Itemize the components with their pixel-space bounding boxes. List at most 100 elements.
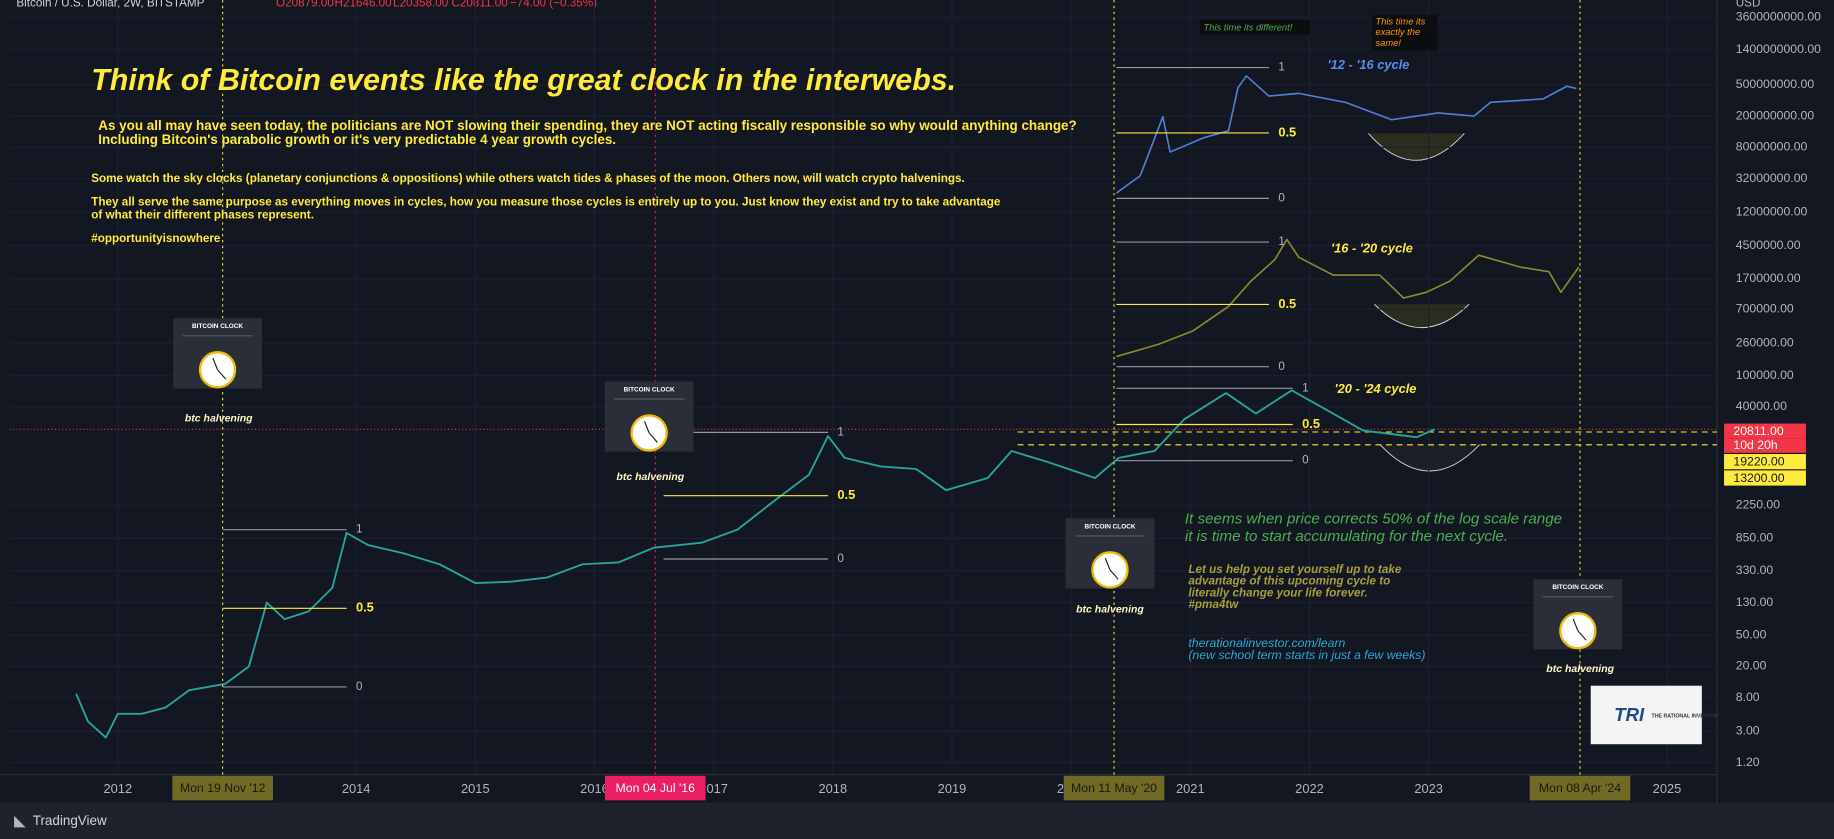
y-tick-label: 700000.00 xyxy=(1736,301,1794,315)
x-tick-label: 2018 xyxy=(819,781,848,796)
halving-date-box xyxy=(1063,775,1165,801)
note-same: same! xyxy=(1375,38,1401,48)
clock-hand xyxy=(1572,618,1579,631)
hashtag: #opportunityisnowhere xyxy=(91,232,221,245)
x-tick-label: 2014 xyxy=(342,781,371,796)
price-label: 20811.00 xyxy=(1733,424,1783,438)
clock-caption: btc halvening xyxy=(1546,663,1614,675)
y-tick-label: 850.00 xyxy=(1736,531,1774,545)
footer-bar xyxy=(0,802,1834,839)
smile xyxy=(1379,444,1480,472)
clock-hand xyxy=(1104,557,1111,571)
y-tick-label: 50.00 xyxy=(1736,627,1767,641)
offer: advantage of this upcoming cycle to xyxy=(1188,575,1390,588)
link: therationalinvestor.com/learn xyxy=(1188,636,1345,650)
fib-label: 1 xyxy=(1278,235,1285,248)
y-tick-label: 2250.00 xyxy=(1736,497,1781,511)
offer: literally change your life forever. xyxy=(1188,586,1367,599)
ohlc-value: H21646.00 xyxy=(335,0,393,10)
y-tick-label: 100000.00 xyxy=(1736,368,1794,382)
note-box xyxy=(1200,19,1310,36)
para1: As you all may have seen today, the poli… xyxy=(98,118,1076,133)
bitcoin-clock: BITCOIN CLOCK xyxy=(1533,579,1623,650)
y-tick-label: 330.00 xyxy=(1736,563,1774,577)
para3: They all serve the same purpose as every… xyxy=(91,196,1001,209)
fib-label: 0.5 xyxy=(837,487,855,502)
brand[interactable]: TradingView xyxy=(33,813,107,828)
offer: Let us help you set yourself up to take xyxy=(1188,563,1401,576)
title: Think of Bitcoin events like the great c… xyxy=(91,63,956,97)
clock-hand xyxy=(648,432,658,443)
fib-label: 0.5 xyxy=(1302,416,1320,431)
note-different: This time its different! xyxy=(1204,23,1293,33)
x-tick-label: 2012 xyxy=(103,781,132,796)
clock-caption: btc halvening xyxy=(616,471,684,483)
price-label: 13200.00 xyxy=(1733,471,1784,485)
ohlc-value: C20811.00 xyxy=(451,0,508,10)
clock-title: BITCOIN CLOCK xyxy=(1084,523,1135,530)
cycle-label: '16 - '20 cycle xyxy=(1331,241,1413,256)
clock-hand xyxy=(1577,630,1587,641)
logo-box xyxy=(1590,685,1702,745)
y-tick-label: 20.00 xyxy=(1736,659,1767,673)
clock-caption: btc halvening xyxy=(185,413,253,425)
fib-label: 0 xyxy=(1302,454,1309,467)
note-box xyxy=(1371,15,1438,51)
logo-mark: TRI xyxy=(1614,704,1645,725)
smile xyxy=(1373,303,1470,328)
bitcoin-clock: BITCOIN CLOCK xyxy=(1065,518,1155,589)
link: (new school term starts in just a few we… xyxy=(1188,648,1425,662)
fib-label: 0.5 xyxy=(356,600,374,615)
clock-title: BITCOIN CLOCK xyxy=(192,323,243,330)
x-tick-label: 2017 xyxy=(699,781,728,796)
y-tick-label: 4500000.00 xyxy=(1736,238,1801,252)
fib-label: 1 xyxy=(1278,61,1285,74)
accumulate: It seems when price corrects 50% of the … xyxy=(1185,511,1562,528)
overlay-cycle xyxy=(1116,238,1580,358)
y-tick-label: 1.20 xyxy=(1736,755,1760,769)
fib-label: 0 xyxy=(837,552,844,565)
x-tick-label: 2022 xyxy=(1295,781,1324,796)
countdown: 10d 20h xyxy=(1733,438,1778,452)
y-tick-label: 32000000.00 xyxy=(1736,171,1808,185)
fib-label: 1 xyxy=(356,523,363,536)
bitcoin-clock: BITCOIN CLOCK xyxy=(604,381,694,452)
ohlc-value: L20358.00 xyxy=(393,0,449,10)
accumulate: it is time to start accumulating for the… xyxy=(1185,528,1508,545)
cycle-label: '12 - '16 cycle xyxy=(1328,57,1410,72)
clock-hand xyxy=(1109,569,1119,580)
x-tick-label: 2025 xyxy=(1653,781,1682,796)
brand-icon: ◣ xyxy=(14,812,26,829)
currency: USD xyxy=(1736,0,1761,10)
clock-hand xyxy=(643,421,650,434)
para1: Including Bitcoin's parabolic growth or … xyxy=(98,132,616,147)
halving-date: Mon 08 Apr '24 xyxy=(1539,781,1621,795)
clock-title: BITCOIN CLOCK xyxy=(624,386,675,393)
ohlc-value: O20879.00 xyxy=(276,0,334,10)
ohlc-value: −74.00 (−0.35%) xyxy=(510,0,597,10)
price-line-series xyxy=(75,389,1435,739)
x-tick-label: 2021 xyxy=(1176,781,1205,796)
note-same: exactly the xyxy=(1375,27,1420,37)
halving-date: Mon 11 May '20 xyxy=(1071,781,1157,795)
price-label-box xyxy=(1724,470,1806,486)
x-tick-label: 2023 xyxy=(1414,781,1443,796)
logo-text: THE RATIONAL INVESTOR xyxy=(1652,714,1719,720)
price-label-box xyxy=(1724,454,1806,470)
y-tick-label: 8.00 xyxy=(1736,690,1760,704)
halving-date-box xyxy=(1529,775,1631,801)
halving-date: Mon 04 Jul '16 xyxy=(616,781,696,795)
overlay-cycle xyxy=(1115,75,1577,194)
fib-label: 0 xyxy=(1278,360,1285,373)
price-label-box xyxy=(1724,423,1806,439)
y-tick-label: 1700000.00 xyxy=(1736,271,1801,285)
note-same: This time its xyxy=(1375,17,1425,27)
clock-caption: btc halvening xyxy=(1076,603,1144,615)
fib-label: 1 xyxy=(1302,381,1309,394)
y-tick-label: 1400000000.00 xyxy=(1736,42,1821,56)
y-tick-label: 80000000.00 xyxy=(1736,140,1808,154)
halving-date-box xyxy=(172,775,273,801)
para3: of what their different phases represent… xyxy=(91,208,314,221)
